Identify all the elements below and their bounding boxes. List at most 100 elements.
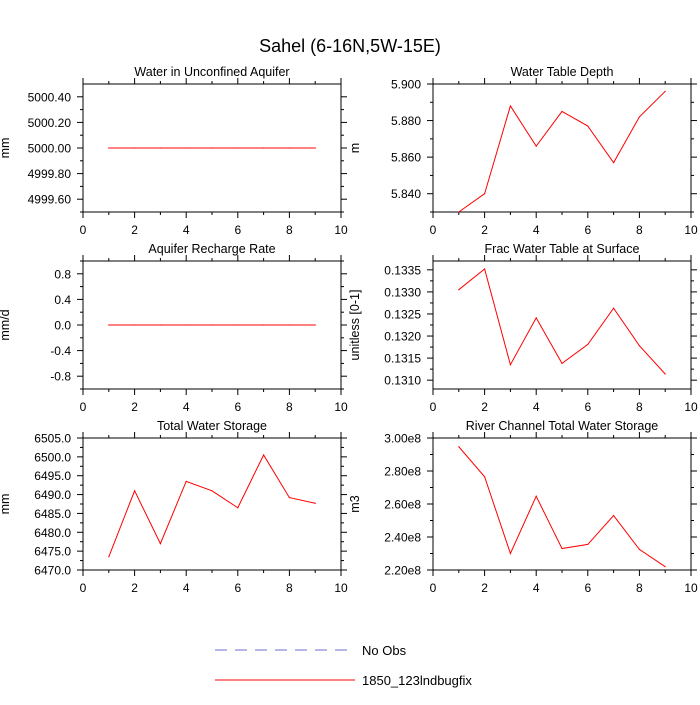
x-tick-label: 8 xyxy=(636,223,643,237)
data-point xyxy=(134,147,136,149)
data-point xyxy=(484,476,486,478)
y-tick-label: 6490.0 xyxy=(34,488,71,502)
x-tick-label: 0 xyxy=(80,581,87,595)
data-point xyxy=(458,211,460,213)
data-point xyxy=(108,324,110,326)
panel-aquifer: Water in Unconfined Aquifer 0 2 4 6 8 10 4999.6… xyxy=(0,65,348,237)
x-tick-label: 0 xyxy=(430,223,437,237)
y-tick-label: 4999.60 xyxy=(28,193,72,207)
panel-title: Water Table Depth xyxy=(511,65,614,79)
y-tick-label: 6495.0 xyxy=(34,469,71,483)
series-line xyxy=(458,268,666,375)
data-point xyxy=(211,490,213,492)
data-point xyxy=(159,324,161,326)
data-point xyxy=(638,548,641,550)
y-tick-label: -0.4 xyxy=(50,344,71,358)
data-point xyxy=(535,145,537,147)
data-point xyxy=(314,324,316,326)
x-tick-label: 0 xyxy=(430,400,437,414)
y-tick-label: 5000.20 xyxy=(28,116,72,130)
data-point xyxy=(664,90,666,92)
y-axis-label: m xyxy=(348,143,362,153)
panel-wtd: Water Table Depth 0 2 4 6 8 10 5.840 5.860 5.880 5… xyxy=(348,65,698,237)
x-tick-label: 2 xyxy=(131,223,138,237)
y-tick-label: 5000.40 xyxy=(28,90,72,104)
data-point xyxy=(484,193,486,195)
x-tick-label: 2 xyxy=(481,400,488,414)
data-point xyxy=(134,490,136,492)
x-tick-label: 10 xyxy=(684,581,698,595)
x-tick-label: 4 xyxy=(533,223,540,237)
data-point xyxy=(638,116,641,118)
x-tick-label: 6 xyxy=(584,581,591,595)
x-tick-label: 10 xyxy=(684,400,698,414)
data-point xyxy=(613,307,615,309)
data-point xyxy=(561,362,563,364)
y-tick-label: 6470.0 xyxy=(34,564,71,578)
data-point xyxy=(134,324,136,326)
data-point xyxy=(613,514,615,517)
x-tick-label: 4 xyxy=(183,581,190,595)
x-tick-label: 2 xyxy=(481,581,488,595)
plot-frame xyxy=(432,260,692,390)
data-point xyxy=(587,125,589,127)
panels: Water in Unconfined Aquifer 0 2 4 6 8 10 4999.6… xyxy=(0,65,698,595)
x-tick-label: 10 xyxy=(334,581,348,595)
series-line xyxy=(108,453,316,557)
x-tick-label: 10 xyxy=(684,223,698,237)
y-tick-label: 6480.0 xyxy=(34,526,71,540)
panel-title: Frac Water Table at Surface xyxy=(485,242,640,256)
x-tick-label: 10 xyxy=(334,223,348,237)
x-tick-label: 0 xyxy=(80,223,87,237)
x-tick-label: 8 xyxy=(286,581,293,595)
y-tick-label: 5.840 xyxy=(391,187,421,201)
legend-model-label: 1850_123lndbugfix xyxy=(362,673,472,688)
legend-no-obs-label: No Obs xyxy=(362,643,407,658)
data-point xyxy=(185,480,187,482)
x-tick-label: 2 xyxy=(131,581,138,595)
panel-title: Total Water Storage xyxy=(157,419,267,433)
data-point xyxy=(535,495,537,497)
y-tick-label: 0.1320 xyxy=(384,330,421,344)
y-tick-label: 0.1330 xyxy=(384,285,421,299)
data-point xyxy=(108,556,110,558)
panel-title: Water in Unconfined Aquifer xyxy=(134,65,289,79)
x-tick-label: 4 xyxy=(533,581,540,595)
y-tick-label: 6485.0 xyxy=(34,507,71,521)
y-axis-label: mm/d xyxy=(0,309,12,340)
data-point xyxy=(288,147,290,149)
y-tick-label: 3.00e8 xyxy=(384,432,421,446)
y-tick-label: 5000.00 xyxy=(28,142,72,156)
data-point xyxy=(211,324,213,326)
data-point xyxy=(484,268,486,270)
data-point xyxy=(509,105,511,107)
data-point xyxy=(458,446,460,448)
panel-river: River Channel Total Water Storage 0 2 4 6 8 10… xyxy=(348,419,698,595)
x-tick-label: 6 xyxy=(584,223,591,237)
y-tick-label: 2.80e8 xyxy=(384,465,421,479)
data-point xyxy=(108,147,110,149)
x-tick-label: 0 xyxy=(80,400,87,414)
data-point xyxy=(159,543,161,545)
data-point xyxy=(664,373,666,375)
y-tick-label: 6475.0 xyxy=(34,545,71,559)
data-point xyxy=(263,324,265,326)
data-point xyxy=(263,147,265,149)
y-tick-label: 0.0 xyxy=(54,319,71,333)
y-tick-label: 5.860 xyxy=(391,151,421,165)
y-tick-label: 0.8 xyxy=(54,267,71,281)
data-point xyxy=(314,147,316,149)
panel-tws: Total Water Storage 0 2 4 6 8 10 6470.0 6475.0 64… xyxy=(0,419,348,595)
y-tick-label: 2.40e8 xyxy=(384,531,421,545)
data-point xyxy=(237,507,239,509)
y-axis-label: mm xyxy=(0,494,12,515)
series-line xyxy=(458,90,666,213)
data-point xyxy=(561,547,563,550)
data-point xyxy=(587,543,589,546)
plot-frame xyxy=(82,437,342,571)
y-tick-label: -0.8 xyxy=(50,370,71,384)
y-axis-label: unitless [0-1] xyxy=(348,290,362,361)
y-tick-label: 6500.0 xyxy=(34,450,71,464)
